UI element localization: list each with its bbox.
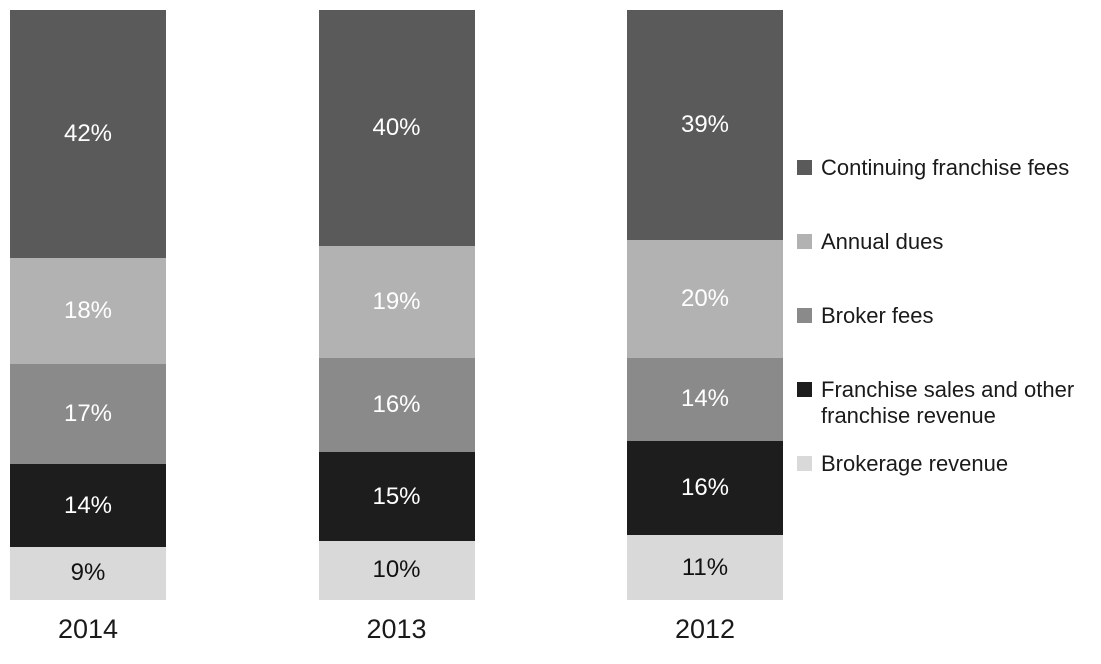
category-label: 2012: [674, 613, 736, 644]
segment-value-label: 17%: [63, 400, 113, 428]
segment-value-label: 14%: [680, 385, 730, 413]
segment-value-label: 10%: [372, 556, 421, 584]
legend-item: Brokerage revenue: [797, 451, 1095, 477]
legend-item: Broker fees: [797, 303, 1095, 329]
bar-segment: 42%: [10, 10, 166, 258]
segment-value-label: 42%: [63, 119, 113, 147]
bar-segment: 20%: [627, 240, 783, 359]
bar-segment: 11%: [627, 535, 783, 600]
legend-label: Franchise sales and other franchise reve…: [821, 376, 1075, 428]
segment-value-label: 19%: [372, 288, 421, 316]
segment-value-label: 11%: [681, 553, 729, 581]
bar-segment: 14%: [10, 464, 166, 547]
category-label: 2013: [366, 613, 427, 644]
segment-value-label: 18%: [63, 296, 113, 324]
segment-value-label: 16%: [372, 391, 421, 419]
bar-segment: 10%: [318, 540, 475, 600]
legend-swatch-icon: [797, 307, 812, 323]
stacked-bar: 39% 20% 14% 16% 11%: [627, 10, 783, 600]
legend-label: Broker fees: [821, 302, 934, 328]
stacked-bar: 42% 18% 17% 14% 9%: [10, 10, 166, 600]
legend-item: Continuing franchise fees: [797, 155, 1095, 181]
legend-swatch-icon: [797, 160, 812, 175]
bar-segment: 17%: [10, 363, 166, 465]
segment-value-label: 9%: [70, 559, 106, 587]
legend-item: Franchise sales and other franchise reve…: [797, 377, 1095, 429]
bar-segment: 18%: [10, 257, 166, 364]
legend-label: Brokerage revenue: [821, 450, 1009, 476]
legend-label: Annual dues: [821, 228, 944, 254]
bar-segment: 14%: [627, 358, 783, 441]
bar-segment: 16%: [627, 440, 783, 536]
segment-value-label: 40%: [372, 114, 421, 141]
segment-value-label: 39%: [680, 111, 730, 139]
category-label: 2014: [57, 613, 119, 644]
plot-area: 42% 18% 17% 14% 9% 2014 40% 19% 16% 15% 10% 2013 39%…: [10, 10, 783, 664]
legend-item: Annual dues: [797, 229, 1095, 255]
segment-value-label: 15%: [372, 482, 421, 510]
bar-segment: 15%: [318, 452, 475, 541]
bar-column-2012: 39% 20% 14% 16% 11% 2012: [627, 10, 783, 664]
legend-swatch-icon: [797, 381, 812, 397]
chart-legend: Continuing franchise fees Annual dues Brok…: [795, 0, 1101, 664]
legend-swatch-icon: [797, 233, 812, 249]
bar-segment: 40%: [318, 10, 475, 246]
legend-swatch-icon: [797, 455, 812, 471]
segment-value-label: 14%: [63, 491, 113, 519]
segment-value-label: 16%: [680, 473, 730, 501]
bar-column-2013: 40% 19% 16% 15% 10% 2013: [318, 10, 475, 664]
bar-segment: 9%: [10, 546, 166, 600]
segment-value-label: 20%: [680, 285, 730, 313]
bar-segment: 16%: [318, 358, 475, 453]
stacked-bar: 40% 19% 16% 15% 10%: [318, 10, 475, 600]
legend-label: Continuing franchise fees: [821, 155, 1070, 180]
bar-segment: 39%: [627, 10, 783, 241]
bar-column-2014: 42% 18% 17% 14% 9% 2014: [10, 10, 166, 664]
bar-segment: 19%: [318, 246, 475, 359]
